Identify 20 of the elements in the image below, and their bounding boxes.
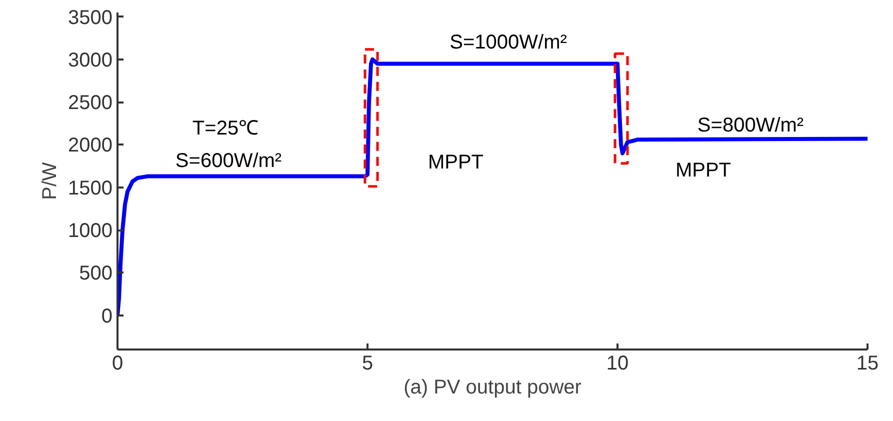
x-tick-label: 15 xyxy=(856,352,879,374)
y-tick-label: 3500 xyxy=(68,6,113,29)
annotation: T=25℃ xyxy=(192,117,259,140)
annotation: S=1000W/m² xyxy=(450,31,568,54)
y-tick-label: 1500 xyxy=(68,177,113,200)
annotation: MPPT xyxy=(428,151,484,174)
y-axis-title: P/W xyxy=(39,162,62,200)
y-tick-label: 2500 xyxy=(68,92,113,114)
y-tick-label: 3000 xyxy=(68,49,113,72)
y-tick-label: 2000 xyxy=(68,134,113,157)
line-series xyxy=(118,57,868,318)
x-tick-label: 5 xyxy=(362,352,374,374)
x-tick-label: 10 xyxy=(606,352,629,374)
annotation: S=800W/m² xyxy=(697,114,804,136)
x-axis-title: (a) PV output power xyxy=(404,376,582,398)
y-tick-label: 0 xyxy=(101,305,112,328)
annotation: S=600W/m² xyxy=(175,150,282,172)
y-tick-label: 500 xyxy=(79,262,113,285)
y-tick-label: 1000 xyxy=(68,220,113,242)
annotation: MPPT xyxy=(675,160,732,182)
